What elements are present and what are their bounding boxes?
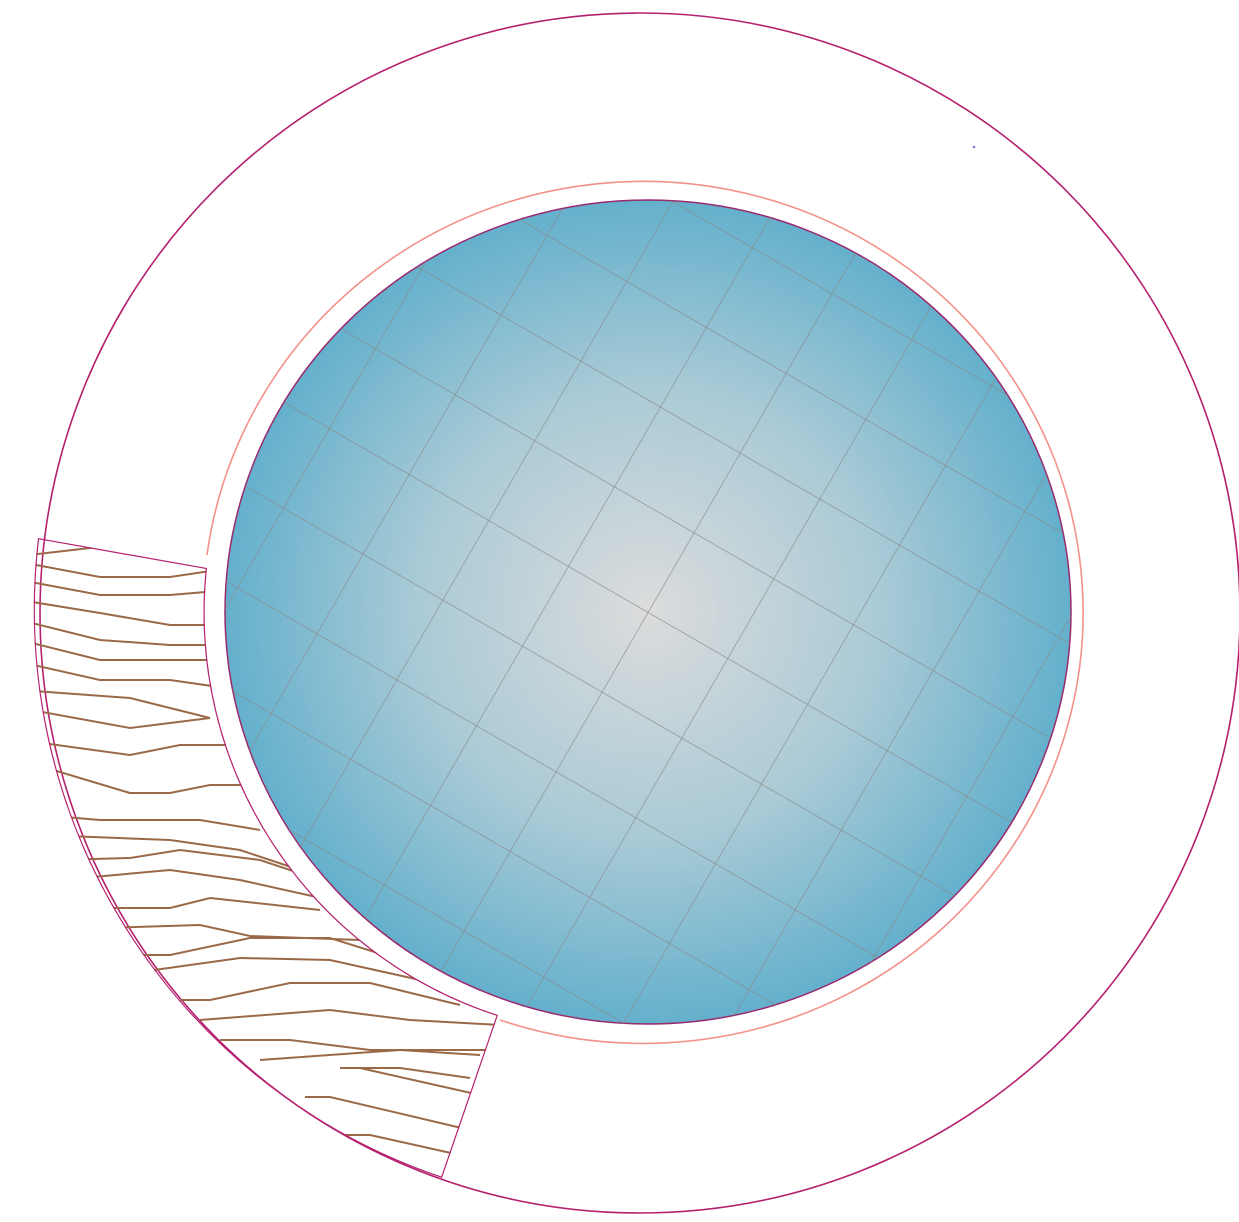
hatch-line xyxy=(345,1134,461,1156)
hatch-line xyxy=(305,1096,471,1131)
hatch-line xyxy=(199,1008,498,1026)
globe-grid xyxy=(225,200,1071,1024)
hatch-line xyxy=(59,868,331,901)
hatch-line xyxy=(220,1039,498,1051)
salmon-ring xyxy=(206,180,1084,1045)
hatch-line xyxy=(33,707,211,730)
hatch-line xyxy=(33,759,260,794)
hatch-line xyxy=(33,639,230,661)
hatch-line xyxy=(33,599,230,626)
hatch-line xyxy=(259,1048,481,1061)
hatch-line xyxy=(139,956,421,981)
hatch-line xyxy=(33,689,211,719)
hatch-line xyxy=(33,579,231,596)
hatch-line xyxy=(33,561,231,578)
hatch-line xyxy=(120,937,401,961)
hatch-line xyxy=(33,619,230,646)
hatch-line xyxy=(33,661,241,691)
hatch-line xyxy=(80,896,321,911)
hatch-line xyxy=(59,848,321,881)
hatch-line xyxy=(39,834,301,871)
hatch-line xyxy=(359,1067,481,1096)
hatch-line xyxy=(33,739,260,757)
hatch-line xyxy=(340,1067,471,1079)
outer-ring xyxy=(39,12,1239,1214)
hatch-line xyxy=(180,982,461,1006)
dot xyxy=(972,145,976,149)
